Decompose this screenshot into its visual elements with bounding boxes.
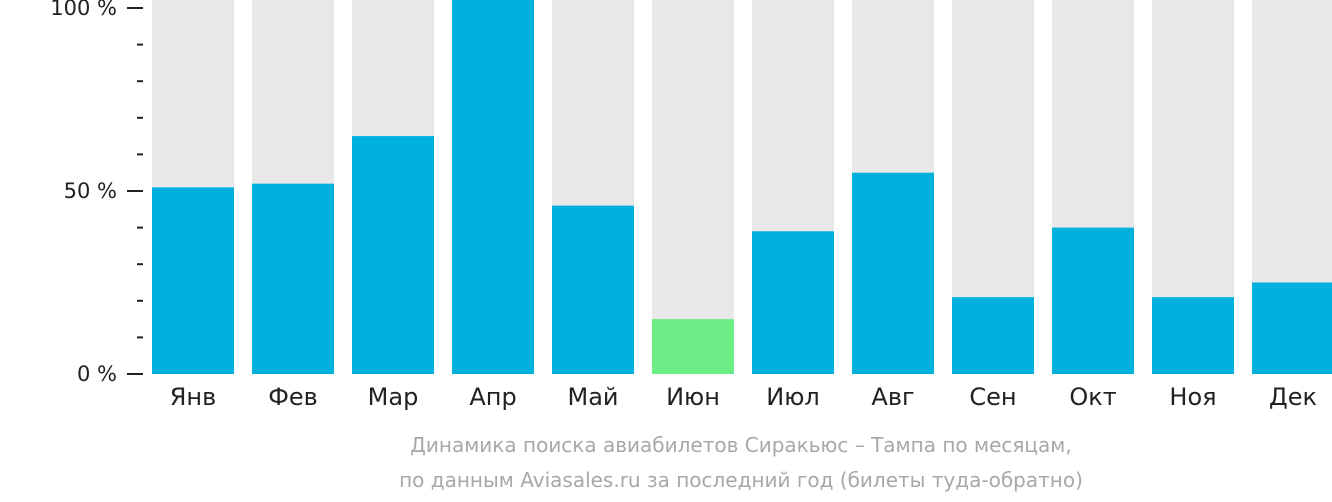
x-tick-label: Авг bbox=[871, 383, 914, 411]
background-bar bbox=[652, 0, 734, 374]
x-tick-label: Май bbox=[567, 383, 618, 411]
y-tick-label: 50 % bbox=[64, 179, 117, 203]
x-tick-label: Июн bbox=[666, 383, 720, 411]
y-tick-label: 0 % bbox=[77, 362, 117, 386]
bar-4 bbox=[452, 0, 534, 374]
x-tick-label: Янв bbox=[170, 383, 217, 411]
bar-9 bbox=[952, 297, 1034, 374]
bar-7 bbox=[752, 231, 834, 374]
x-axis-labels: Янв Фев Мар Апр Май Июн Июл Авг Сен Окт Ноя Дек bbox=[170, 383, 1317, 411]
x-tick-label: Июл bbox=[766, 383, 820, 411]
chart-caption-line-2: по данным Aviasales.ru за последний год … bbox=[399, 468, 1083, 492]
bar-3 bbox=[352, 136, 434, 374]
bar-12 bbox=[1252, 282, 1332, 374]
x-tick-label: Дек bbox=[1269, 383, 1317, 411]
x-tick-label: Окт bbox=[1069, 383, 1116, 411]
x-tick-label: Ноя bbox=[1169, 383, 1216, 411]
bar-1 bbox=[152, 187, 234, 374]
y-axis: 0 % 50 % 100 % bbox=[50, 0, 143, 386]
bar-2 bbox=[252, 183, 334, 374]
y-tick-label: 100 % bbox=[50, 0, 117, 20]
x-tick-label: Сен bbox=[969, 383, 1016, 411]
bar-10 bbox=[1052, 227, 1134, 374]
bar-5 bbox=[552, 205, 634, 374]
x-tick-label: Мар bbox=[368, 383, 419, 411]
bar-8 bbox=[852, 172, 934, 374]
chart-caption-line-1: Динамика поиска авиабилетов Сиракьюс – Т… bbox=[410, 433, 1071, 457]
bar-11 bbox=[1152, 297, 1234, 374]
x-tick-label: Фев bbox=[268, 383, 318, 411]
x-tick-label: Апр bbox=[469, 383, 516, 411]
bar-6 bbox=[652, 319, 734, 374]
data-bars bbox=[152, 0, 1332, 374]
